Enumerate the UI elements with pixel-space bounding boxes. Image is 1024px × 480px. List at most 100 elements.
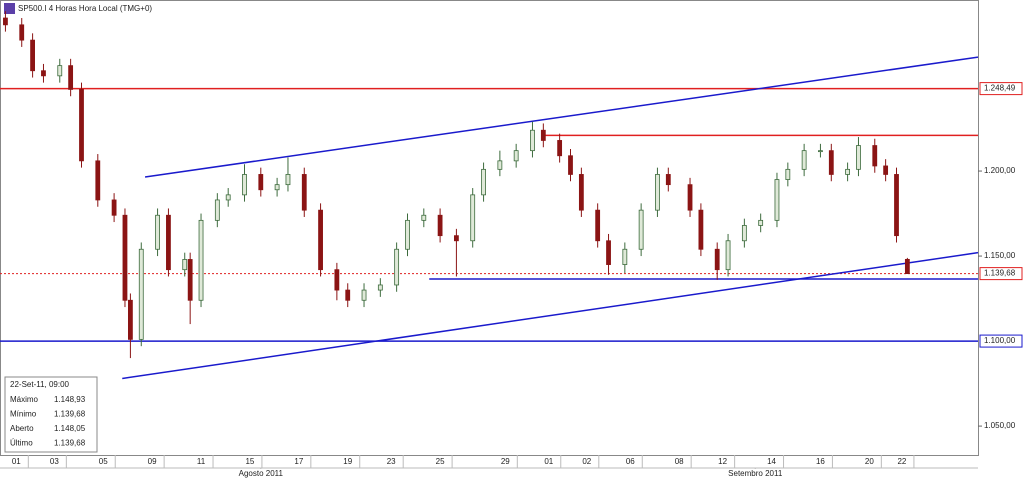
candle-body [122,214,128,301]
candle-body [214,199,220,221]
candle-body [687,184,693,211]
candle-body [377,284,383,291]
x-tick-label: 17 [294,457,303,466]
trend-line [144,56,979,178]
candle-body [714,248,720,271]
x-tick-label: 23 [387,457,396,466]
candle-body [3,17,8,26]
x-tick-label: 01 [12,457,21,466]
candle-body [497,160,503,170]
candle-body [638,209,644,250]
info-box: 22-Set-11, 09:00 Máximo 1.148,93 Mínimo 1.13… [4,376,98,453]
candle-body [225,194,231,201]
candle-body [19,24,25,41]
candle-body [437,214,443,237]
info-key: Último [10,439,33,448]
candle-body [595,209,601,242]
candle-body [741,225,747,242]
candle-body [622,248,628,265]
candle-body [41,70,46,77]
candle-body [818,150,823,153]
x-tick-label: 22 [897,457,906,466]
x-tick-label: 12 [718,457,727,466]
y-tick-label: 1.050,00 [984,421,1016,430]
x-tick-label: 20 [865,457,874,466]
candle-body [894,174,899,237]
x-tick-label: 16 [816,457,825,466]
x-tick-label: 03 [50,457,59,466]
candle-body [904,258,910,275]
candle-body [568,155,573,175]
candle-body [187,259,193,301]
level-box [979,82,1023,96]
info-key: Aberto [10,424,34,433]
candle-body [274,184,280,191]
candle-body [578,174,584,211]
candle-body [301,174,307,211]
x-tick-label: 02 [582,457,591,466]
candle-body [698,209,704,250]
candle-body [513,150,519,162]
level-box [979,334,1023,348]
info-value: 1.148,93 [54,395,86,404]
candle-body [79,89,84,162]
level-label: 1.139,68 [984,269,1016,278]
candle-body [453,235,459,242]
x-tick-label: 06 [626,457,635,466]
level-box [979,267,1023,281]
x-tick-label: 25 [436,457,445,466]
x-tick-label: 05 [99,457,108,466]
candle-body [258,174,264,191]
y-tick-label: 1.200,00 [984,166,1016,175]
symbol-icon [4,3,15,14]
info-datetime: 22-Set-11, 09:00 [10,380,70,389]
x-tick-label: 15 [245,457,254,466]
candle-body [155,214,160,250]
x-tick-label: 29 [501,457,510,466]
info-value: 1.139,68 [54,410,86,419]
candle-body [345,289,351,301]
candle-body [285,174,291,186]
x-tick-label: 19 [343,457,352,466]
candle-body [557,140,563,157]
candle-body [801,150,807,170]
candle-body [405,219,410,250]
candle-body [845,168,850,175]
candle-body [138,248,144,340]
candle-body [68,65,74,90]
info-value: 1.148,05 [54,424,86,433]
candle-body [166,214,171,271]
candle-body [127,299,133,340]
candle-body [198,219,204,301]
y-tick-label: 1.150,00 [984,251,1016,260]
candle-body [883,165,889,175]
candle-body [394,248,400,286]
candle-body [30,39,36,72]
info-key: Máximo [10,395,39,404]
x-tick-label: 08 [675,457,684,466]
candle-body [725,240,731,271]
trend-line [122,251,979,380]
candle-body [111,199,117,216]
candle-body [95,160,101,201]
candle-body [655,174,660,211]
chart-title: SP500.I 4 Horas Hora Local (TMG+0) [18,4,152,13]
candle-body [361,289,367,301]
x-tick-label: 09 [148,457,157,466]
candle-body [665,174,671,186]
x-tick-label: 11 [197,457,206,466]
x-tick-label: 14 [767,457,776,466]
month-label: Agosto 2011 [239,469,284,478]
candle-body [57,65,63,77]
x-tick-label: 01 [544,457,553,466]
info-frame [4,376,98,453]
month-label: Setembro 2011 [728,469,783,478]
candle-body [856,145,861,170]
candle-body [785,168,791,180]
candle-body [758,219,764,226]
candle-body [334,269,340,291]
candle-body [828,150,834,175]
candle-body [470,194,476,242]
info-key: Mínimo [10,410,37,419]
